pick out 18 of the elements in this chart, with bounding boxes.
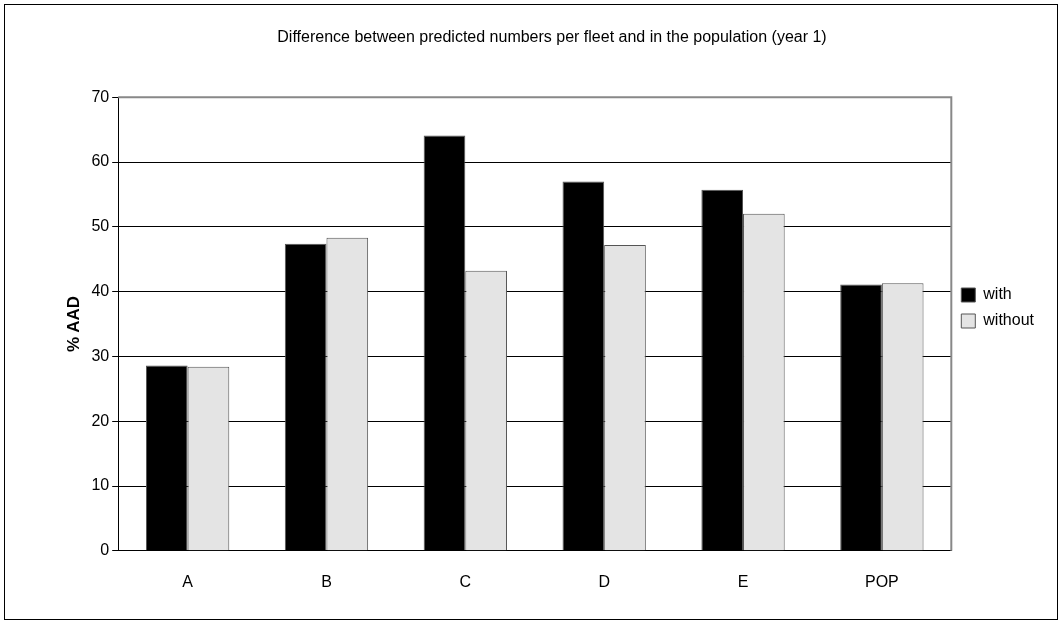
x-tick-label: POP [864,572,899,590]
y-tick-label: 60 [91,152,110,170]
x-tick-label: E [737,572,749,590]
y-tick-label: 20 [91,411,110,429]
chart-title: Difference between predicted numbers per fleet and in the population (year 1) [277,28,827,46]
x-tick-label: B [321,572,332,590]
legend-label: without [982,311,1035,329]
y-tick-label: 30 [91,346,110,364]
legend-label: with [982,285,1012,303]
x-tick-label: C [459,572,472,590]
x-tick-label: D [598,572,610,590]
y-tick-label: 10 [91,476,110,494]
y-tick-label: 50 [91,217,110,235]
y-tick-label: 70 [91,87,110,105]
y-axis-title: % AAD [63,295,83,353]
y-tick-label: 0 [100,541,110,559]
y-tick-label: 40 [91,282,110,300]
x-tick-label: A [182,572,194,590]
